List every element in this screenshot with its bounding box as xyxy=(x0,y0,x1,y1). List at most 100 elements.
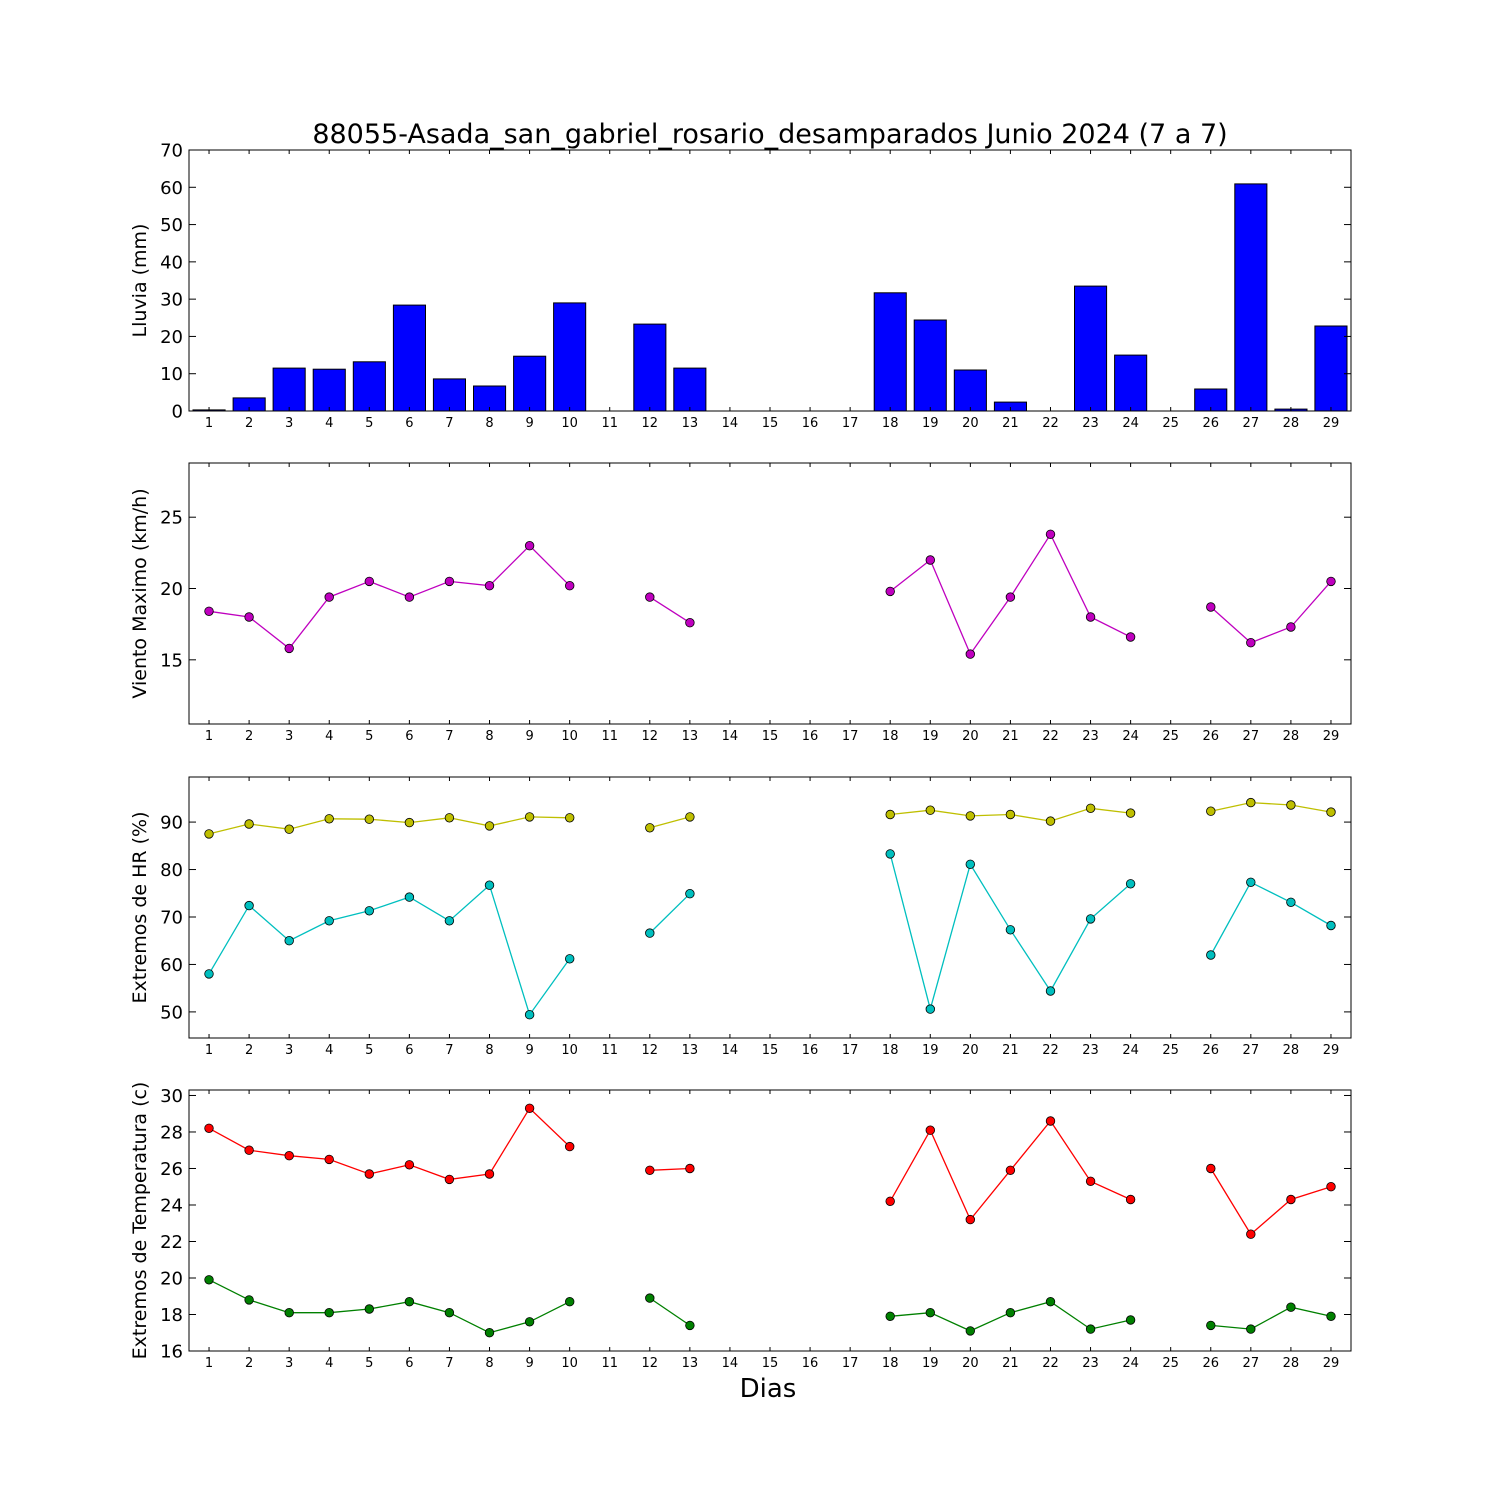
wind-x-tick-label: 2 xyxy=(245,729,253,744)
wind-x-tick-label: 25 xyxy=(1162,729,1179,744)
rain-y-tick-label: 40 xyxy=(160,252,183,273)
humidity-max-line-segment-4 xyxy=(1210,801,1332,813)
wind-x-tick-label: 27 xyxy=(1243,729,1260,744)
humidity-x-tick-label: 22 xyxy=(1042,1043,1059,1058)
rain-x-tick-label: 3 xyxy=(285,416,293,431)
temperature-min-point-day-22 xyxy=(1045,1296,1056,1307)
temperature-min-point-day-1 xyxy=(204,1275,214,1285)
rain-y-tick-label: 20 xyxy=(160,327,183,348)
humidity-min-point-day-29 xyxy=(1326,920,1336,931)
temperature-min-point-day-21 xyxy=(1005,1307,1016,1318)
humidity-x-tick-label: 27 xyxy=(1243,1043,1260,1058)
temperature-min-point-day-6 xyxy=(404,1296,415,1307)
wind-y-tick-label: 25 xyxy=(160,508,183,529)
temperature-min-point-day-5 xyxy=(364,1304,375,1314)
humidity-min-point-day-20 xyxy=(965,859,976,870)
wind-x-tick-label: 10 xyxy=(561,729,578,744)
humidity-extremes-line-chart: 1 2 3 4 5 6 7 8 9 10 11 12 13 14 15 16 17 18 19 20 21 22 23 24 2… xyxy=(129,776,1352,1058)
humidity-min-point-day-7 xyxy=(444,916,455,926)
rain-bar-day-7 xyxy=(432,378,466,412)
humidity-x-tick-label: 5 xyxy=(365,1043,373,1058)
temperature-min-line-segment-1 xyxy=(208,1279,570,1334)
humidity-x-tick-label: 6 xyxy=(405,1043,413,1058)
humidity-max-point-day-12 xyxy=(645,823,655,833)
temperature-min-point-day-9 xyxy=(524,1317,535,1327)
wind-max-point-day-9 xyxy=(524,541,535,551)
temperature-x-tick-label: 12 xyxy=(642,1356,659,1371)
humidity-min-point-day-8 xyxy=(484,880,495,890)
rain-bar-day-6 xyxy=(392,304,426,412)
temperature-min-point-day-28 xyxy=(1286,1302,1296,1312)
wind-x-tick-label: 4 xyxy=(325,729,333,744)
rain-x-tick-label: 22 xyxy=(1042,416,1059,431)
humidity-max-point-day-2 xyxy=(244,819,254,829)
temperature-x-tick-label: 15 xyxy=(762,1356,779,1371)
temperature-max-point-day-23 xyxy=(1085,1176,1096,1187)
humidity-max-point-day-23 xyxy=(1085,803,1096,814)
humidity-x-tick-label: 7 xyxy=(445,1043,453,1058)
humidity-max-point-day-3 xyxy=(284,824,294,834)
wind-x-tick-label: 6 xyxy=(405,729,413,744)
temperature-max-point-day-4 xyxy=(324,1154,334,1165)
rain-x-tick-label: 29 xyxy=(1323,416,1340,431)
rain-x-tick-label: 12 xyxy=(642,416,659,431)
humidity-x-tick-label: 1 xyxy=(205,1043,213,1058)
humidity-min-point-day-22 xyxy=(1045,986,1056,996)
humidity-x-tick-label: 12 xyxy=(642,1043,659,1058)
temperature-max-point-day-29 xyxy=(1326,1181,1336,1192)
humidity-x-tick-label: 18 xyxy=(882,1043,899,1058)
humidity-x-tick-label: 15 xyxy=(762,1043,779,1058)
wind-max-point-day-7 xyxy=(444,576,455,587)
rain-y-axis-label: Lluvia (mm) xyxy=(129,224,151,338)
humidity-min-point-day-23 xyxy=(1085,914,1096,924)
humidity-min-point-day-12 xyxy=(645,928,655,938)
temperature-max-point-day-3 xyxy=(284,1150,294,1161)
humidity-min-line-segment-4 xyxy=(1210,881,1332,956)
humidity-y-tick-label: 70 xyxy=(160,907,183,928)
wind-max-point-day-8 xyxy=(484,581,495,591)
temperature-max-point-day-7 xyxy=(444,1174,455,1185)
rain-bar-day-3 xyxy=(272,367,306,412)
humidity-x-tick-label: 26 xyxy=(1202,1043,1219,1058)
rain-bar-day-23 xyxy=(1074,285,1108,412)
temperature-x-tick-label: 16 xyxy=(802,1356,819,1371)
humidity-max-point-day-24 xyxy=(1125,808,1136,818)
humidity-x-tick-label: 24 xyxy=(1122,1043,1139,1058)
rain-bar-day-19 xyxy=(913,319,947,412)
humidity-x-tick-label: 23 xyxy=(1082,1043,1099,1058)
wind-x-tick-label: 28 xyxy=(1283,729,1300,744)
humidity-x-tick-label: 21 xyxy=(1002,1043,1019,1058)
temperature-min-point-day-3 xyxy=(284,1307,294,1318)
temperature-max-point-day-8 xyxy=(484,1169,495,1179)
wind-max-point-day-12 xyxy=(645,592,655,602)
wind-max-point-day-18 xyxy=(885,586,895,597)
wind-x-tick-label: 23 xyxy=(1082,729,1099,744)
humidity-x-tick-label: 25 xyxy=(1162,1043,1179,1058)
rain-bar-day-4 xyxy=(312,368,346,412)
humidity-y-tick-label: 80 xyxy=(160,860,183,881)
wind-x-tick-label: 16 xyxy=(802,729,819,744)
temperature-min-line-segment-2 xyxy=(649,1297,691,1326)
humidity-x-tick-label: 2 xyxy=(245,1043,253,1058)
temperature-max-line-segment-1 xyxy=(208,1107,571,1181)
rain-x-tick-label: 4 xyxy=(325,416,333,431)
rain-y-tick-label: 50 xyxy=(160,215,183,236)
temperature-max-point-day-5 xyxy=(364,1169,375,1179)
wind-x-tick-label: 22 xyxy=(1042,729,1059,744)
temperature-x-tick-label: 7 xyxy=(445,1356,453,1371)
wind-x-tick-label: 5 xyxy=(365,729,373,744)
humidity-max-point-day-26 xyxy=(1206,806,1216,816)
temperature-y-tick-label: 16 xyxy=(160,1342,183,1363)
temperature-y-tick-label: 26 xyxy=(160,1159,183,1180)
humidity-min-line-segment-1 xyxy=(208,884,571,1017)
humidity-max-line-segment-1 xyxy=(208,816,570,835)
rain-bar-day-10 xyxy=(553,302,587,412)
temperature-y-tick-label: 22 xyxy=(160,1232,183,1253)
temperature-min-point-day-29 xyxy=(1326,1311,1336,1322)
humidity-y-axis-label: Extremos de HR (%) xyxy=(129,811,151,1003)
wind-max-line-segment-4 xyxy=(1210,580,1332,644)
wind-max-point-day-2 xyxy=(244,612,254,622)
rain-bar-day-5 xyxy=(352,361,386,412)
temperature-min-point-day-13 xyxy=(685,1320,695,1331)
temperature-x-tick-label: 19 xyxy=(922,1356,939,1371)
